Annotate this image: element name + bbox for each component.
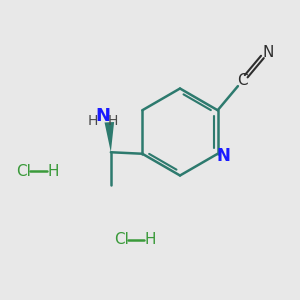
- Text: C: C: [237, 73, 248, 88]
- Text: N: N: [262, 45, 274, 60]
- Polygon shape: [104, 122, 114, 152]
- Text: Cl: Cl: [16, 164, 32, 178]
- Text: H: H: [108, 114, 119, 128]
- Text: N: N: [216, 147, 230, 165]
- Text: N: N: [95, 106, 110, 124]
- Text: H: H: [145, 232, 156, 247]
- Text: H: H: [88, 114, 98, 128]
- Text: H: H: [47, 164, 59, 178]
- Text: Cl: Cl: [114, 232, 129, 247]
